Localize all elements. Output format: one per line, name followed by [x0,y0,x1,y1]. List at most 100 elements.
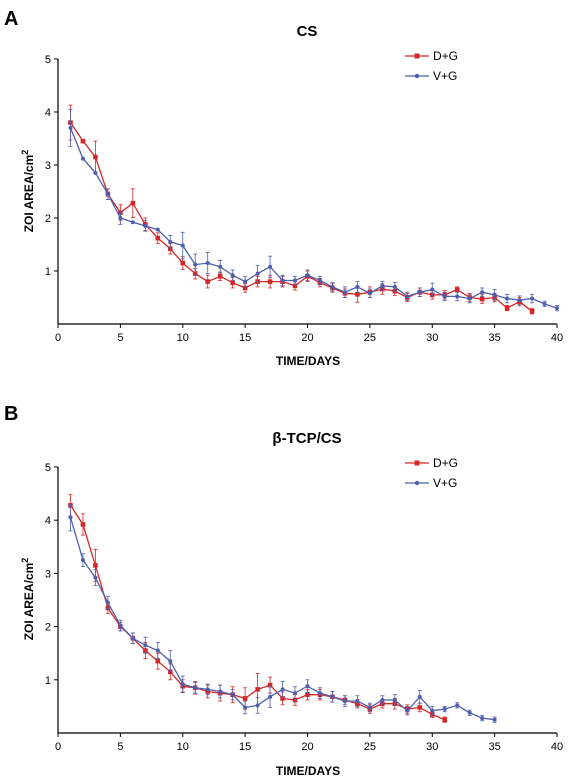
x-tick-label-b: 10 [177,741,189,753]
data-point [442,294,447,299]
data-point [292,697,298,703]
series-line [69,127,558,309]
x-tick-label-b: 20 [301,741,313,753]
x-tick-label-a: 30 [426,332,438,344]
data-point [542,301,547,306]
legend-a-marker-dg [414,53,420,59]
y-axis-label-b-sup: 2 [20,558,30,563]
data-point [305,273,310,278]
legend-a: D+G V+G [405,49,458,83]
data-point [193,262,198,267]
data-point [293,691,298,696]
data-point [355,699,360,704]
data-point [330,284,335,289]
data-point [417,694,422,699]
y-tick-label-a: 4 [45,107,51,119]
data-point [130,636,135,641]
data-point [68,125,73,130]
data-point [442,717,448,722]
data-point [155,658,161,664]
data-point [305,692,310,697]
data-point [367,291,372,296]
y-axis-label-b: ZOI AREA/cm2 [20,558,36,641]
data-point [455,294,460,299]
data-point [280,687,285,692]
data-point [130,220,135,225]
data-point [155,227,160,232]
data-point [293,278,298,283]
data-point [143,223,148,228]
data-point [205,261,210,266]
data-point [217,274,223,279]
data-point [218,689,223,694]
x-tick-label-a: 20 [301,332,313,344]
data-point [243,279,248,284]
axes-b: 0 5 10 15 20 25 30 35 40 1 2 3 4 5 [45,462,563,753]
data-point [118,623,123,628]
panel-letter-a: A [4,8,18,30]
x-axis-label-b: TIME/DAYS [276,764,340,778]
data-point [292,283,298,289]
data-point [268,264,273,269]
data-point [93,575,98,580]
data-point [242,696,248,701]
data-point [467,296,472,301]
y-axis-label-b-main: ZOI AREA/cm [22,563,36,641]
data-point [392,698,397,703]
data-point [355,284,360,289]
data-point [268,694,273,699]
panel-letter-b: B [4,403,18,425]
y-tick-label-b: 3 [45,568,51,580]
axes-a: 0 5 10 15 20 25 30 35 40 1 2 3 4 5 [45,54,563,344]
y-tick-label-a: 1 [45,266,51,278]
chart-title-a: CS [297,23,318,40]
data-point [454,287,460,292]
x-tick-label-b: 35 [489,741,501,753]
data-point [405,708,410,713]
y-tick-label-a: 2 [45,213,51,225]
data-point [180,260,186,266]
panel-a: A CS 0 5 10 15 20 25 30 35 40 1 2 3 4 5 TIME/DAYS ZOI… [4,8,563,368]
x-tick-label-a: 35 [489,332,501,344]
legend-b: D+G V+G [405,456,458,490]
legend-b-marker-dg [414,460,420,466]
y-axis-label-a: ZOI AREA/cm2 [20,150,36,233]
data-point [80,558,85,563]
data-point [405,294,410,299]
x-tick-label-b: 15 [239,741,251,753]
data-point [180,682,185,687]
data-point [242,285,248,291]
data-point [467,710,472,715]
data-point [392,284,397,289]
data-point [417,290,422,295]
series-a-dg [68,104,535,315]
data-point [205,687,210,692]
data-point [255,687,260,692]
series-a-vg [68,108,559,312]
series-b-dg [68,494,448,723]
y-tick-label-b: 2 [45,622,51,634]
data-point [267,279,273,284]
data-point [205,279,210,284]
y-tick-label-a: 5 [45,54,51,66]
series-group-b [68,494,497,723]
data-point [93,563,98,568]
x-tick-label-a: 25 [364,332,376,344]
data-point [504,305,510,311]
data-point [230,273,235,278]
data-point [230,280,235,285]
data-point [80,138,86,144]
data-point [80,522,86,527]
y-tick-label-b: 4 [45,515,51,527]
data-point [492,717,497,722]
data-point [480,290,485,295]
data-point [380,698,385,703]
data-point [305,684,310,689]
x-tick-label-a: 40 [551,332,563,344]
data-point [505,296,510,301]
data-point [155,235,161,241]
data-point [455,703,460,708]
x-tick-label-a: 10 [177,332,189,344]
data-point [255,271,260,276]
